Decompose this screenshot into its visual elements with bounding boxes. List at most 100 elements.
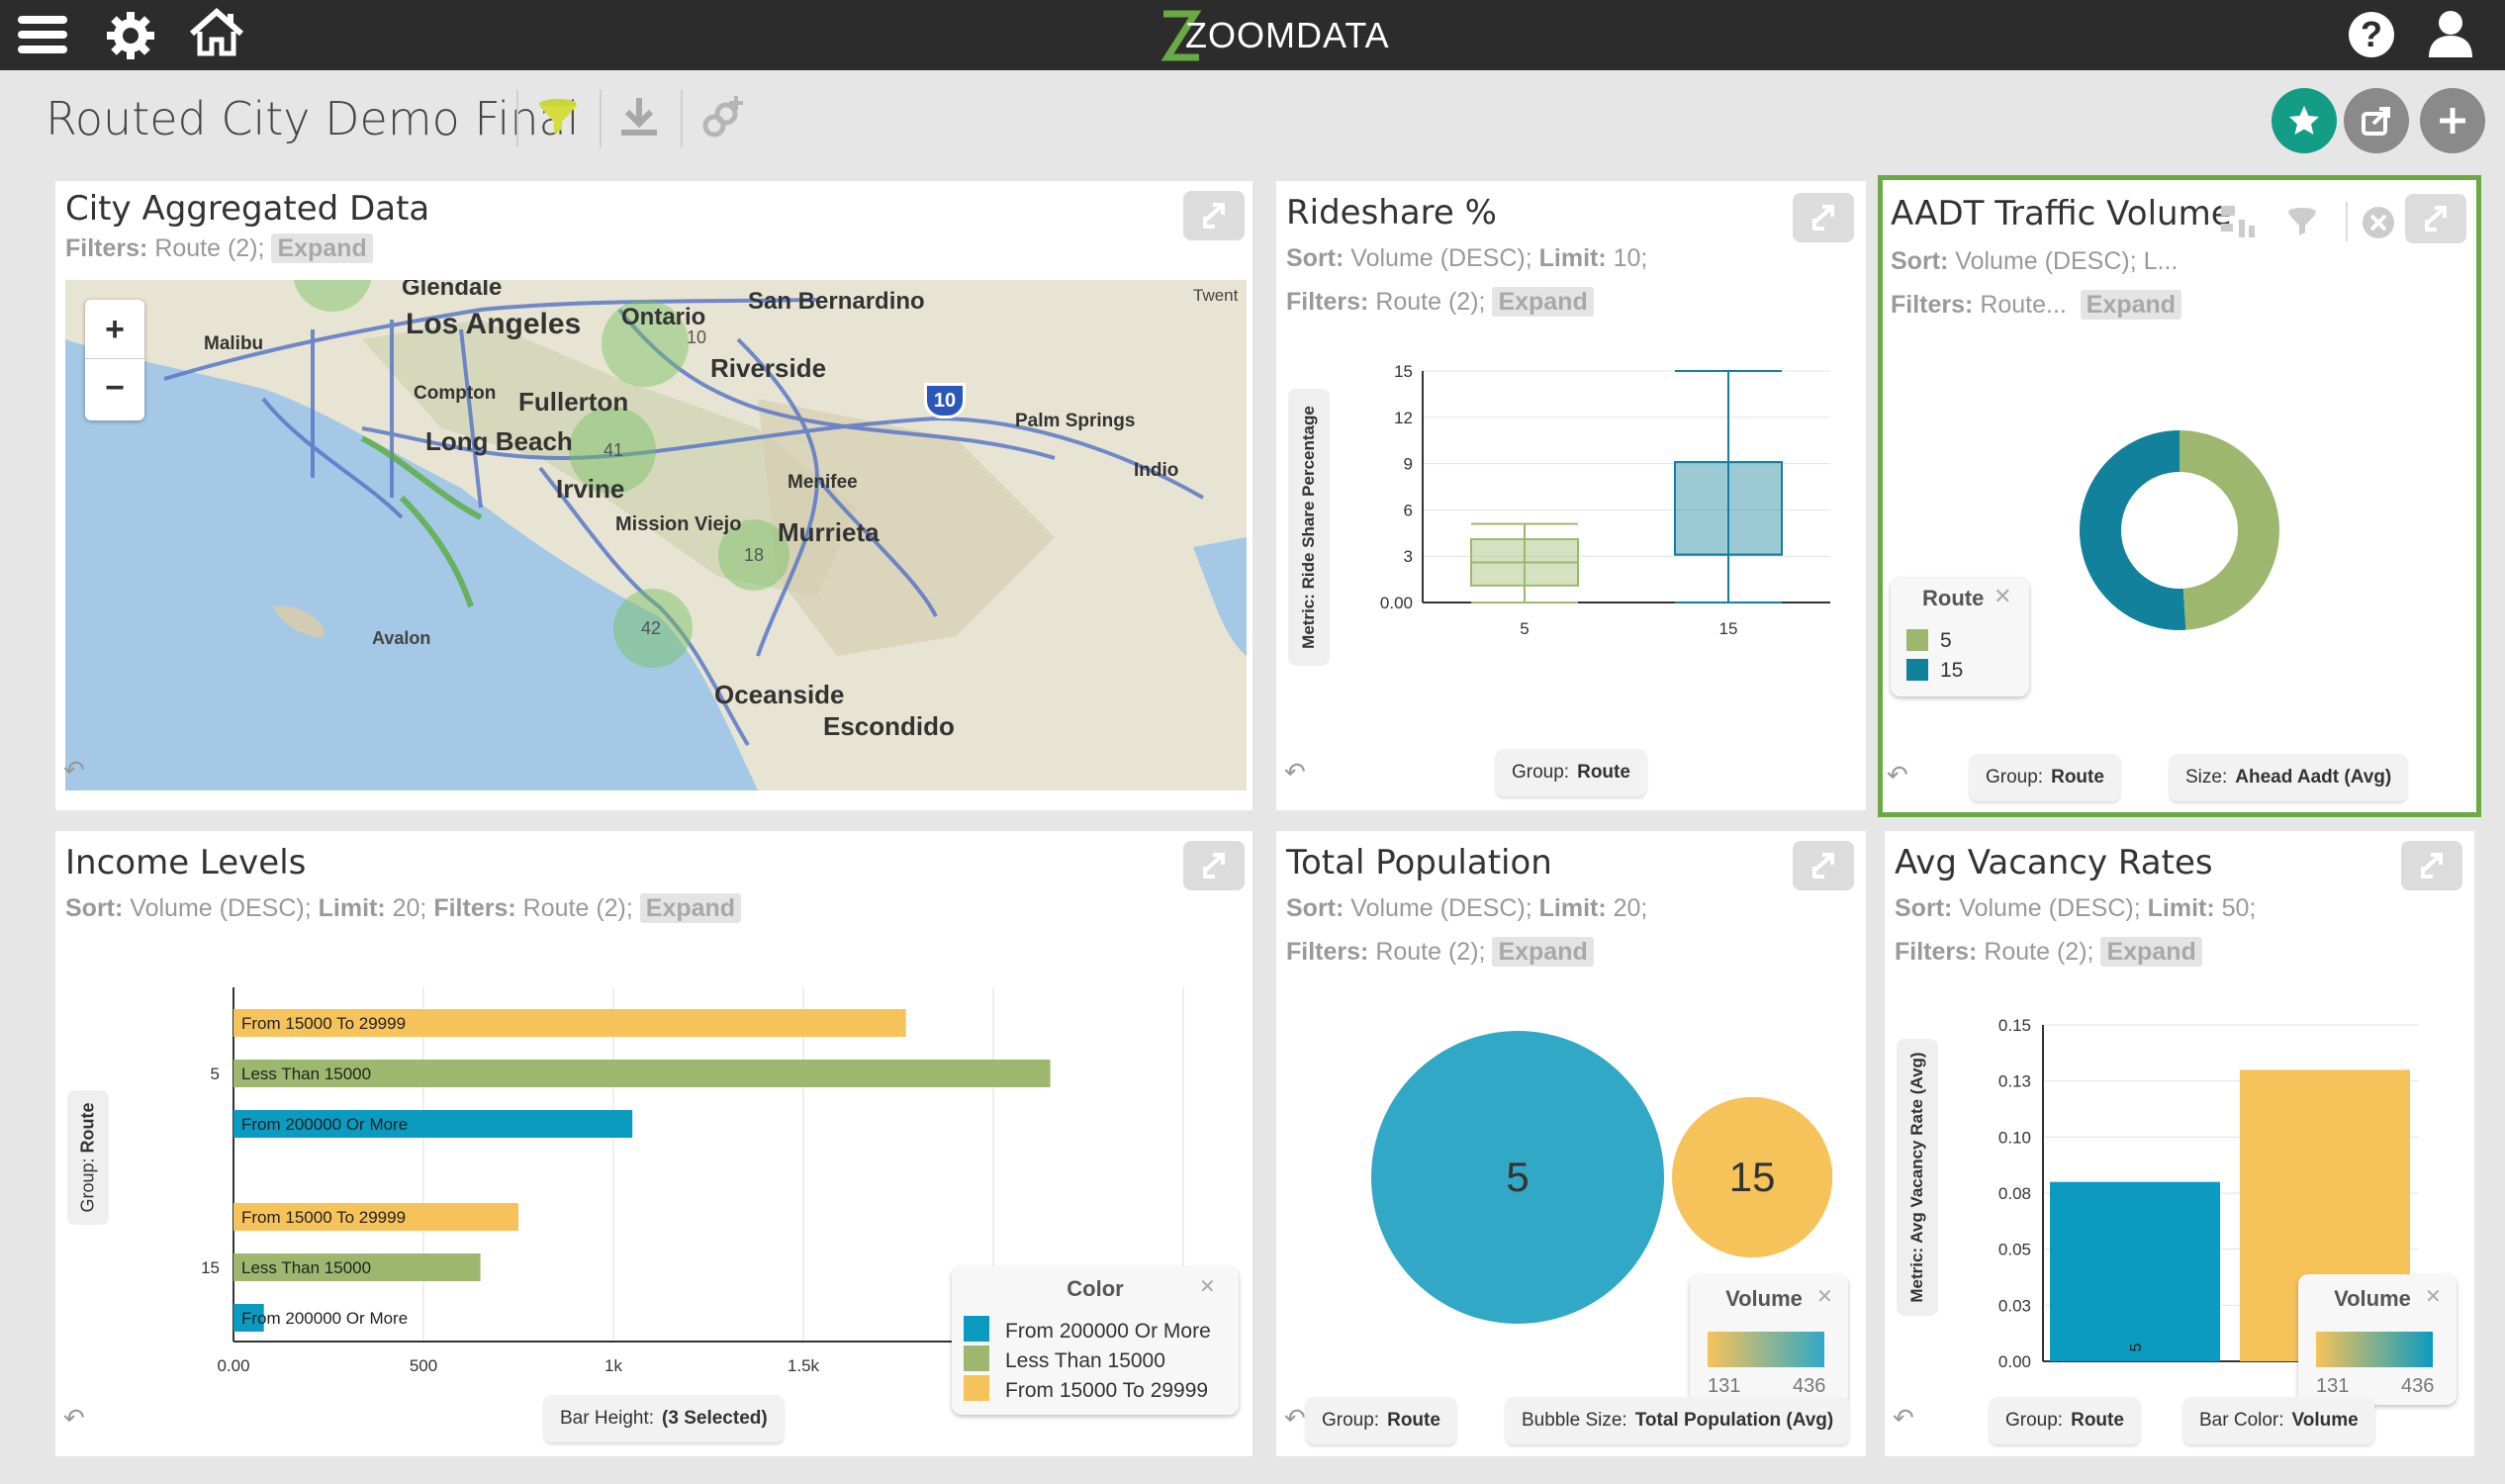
bar-label: Less Than 15000 <box>241 1065 371 1083</box>
zoom-out-button[interactable]: − <box>105 369 125 407</box>
expand-icon <box>2425 206 2447 232</box>
group-label: Group: <box>1322 1410 1380 1431</box>
filters-label: Filters: <box>1895 938 1978 966</box>
map-cluster[interactable]: 41 <box>603 440 624 460</box>
bar-height-pill[interactable]: Bar Height: (3 Selected) <box>544 1395 784 1442</box>
maximize-button[interactable] <box>1793 193 1854 242</box>
gear-icon[interactable] <box>105 10 156 61</box>
panel-title: City Aggregated Data <box>65 189 430 229</box>
remove-icon[interactable] <box>2360 204 2397 241</box>
income-bar <box>233 1253 481 1281</box>
panel-sort: Sort: Volume (DESC); L... <box>1891 247 2178 276</box>
limit-value: 10; <box>1613 244 1648 272</box>
vacancy-bar <box>2050 1181 2220 1361</box>
group-axis-pill[interactable]: Group: Route <box>67 1090 109 1225</box>
legend-title: Color <box>1067 1276 1124 1301</box>
metric-axis-pill[interactable]: Metric: Ride Share Percentage <box>1288 389 1330 666</box>
top-nav-bar: ZOOMDATA ? <box>0 0 2505 70</box>
chart-type-icon[interactable] <box>2217 202 2261 241</box>
map-city-label: Riverside <box>710 353 827 383</box>
share-button[interactable] <box>2344 88 2409 153</box>
favorite-button[interactable] <box>2272 88 2337 153</box>
undo-icon[interactable]: ↶ <box>1887 760 1908 789</box>
rideshare-panel: Rideshare % Sort: Volume (DESC); Limit: … <box>1276 181 1866 810</box>
group-pill[interactable]: Group: Route <box>1306 1397 1456 1444</box>
expand-icon <box>1203 203 1225 229</box>
group-pill[interactable]: Group: Route <box>1990 1397 2140 1444</box>
expand-button[interactable]: Expand <box>271 233 373 263</box>
filters-value: Route... <box>1980 291 2067 319</box>
panel-filters: Filters: Route (2); Expand <box>1286 937 1594 967</box>
funnel-icon[interactable] <box>528 88 588 147</box>
expand-button[interactable]: Expand <box>2100 937 2202 967</box>
group-axis-value: Route <box>77 1102 98 1154</box>
app-logo: ZOOMDATA <box>1156 6 1390 65</box>
group-label: Group: <box>2005 1410 2064 1431</box>
panel-sort: Sort: Volume (DESC); Limit: 50; <box>1895 894 2256 923</box>
income-bar <box>233 1060 1051 1087</box>
legend-gradient <box>2316 1332 2433 1367</box>
page-title: Routed City Demo Final <box>46 92 580 145</box>
expand-button[interactable]: Expand <box>1492 287 1594 317</box>
filters-value: Route (2); <box>522 894 633 922</box>
home-icon[interactable] <box>188 8 245 57</box>
expand-button[interactable]: Expand <box>2080 290 2182 320</box>
income-panel: Income Levels Sort: Volume (DESC); Limit… <box>55 831 1252 1456</box>
metric-axis-pill[interactable]: Metric: Avg Vacancy Rate (Avg) <box>1897 1039 1938 1316</box>
group-pill[interactable]: Group: Route <box>1970 754 2120 801</box>
close-icon[interactable]: ✕ <box>1199 1276 1216 1298</box>
maximize-button[interactable] <box>1183 841 1245 890</box>
bar-color-pill[interactable]: Bar Color: Volume <box>2183 1397 2374 1444</box>
maximize-button[interactable] <box>1793 841 1854 890</box>
zoomdata-logo-icon <box>1160 10 1202 61</box>
undo-icon[interactable]: ↶ <box>1284 1403 1306 1433</box>
bubble-label: 5 <box>1506 1154 1529 1200</box>
maximize-button[interactable] <box>1183 191 1245 240</box>
expand-button[interactable]: Expand <box>639 893 742 923</box>
panel-title: Rideshare % <box>1286 193 1497 232</box>
link-add-icon[interactable] <box>693 88 752 147</box>
undo-icon[interactable]: ↶ <box>63 1403 85 1433</box>
map-city-label: Escondido <box>823 711 955 741</box>
y-tick-label: 15 <box>1394 362 1413 381</box>
maximize-button[interactable] <box>2401 841 2462 890</box>
population-bubble <box>1672 1096 1833 1258</box>
undo-icon[interactable]: ↶ <box>1893 1403 1914 1433</box>
bar-label: Less Than 15000 <box>241 1258 371 1277</box>
map-city-label: Long Beach <box>425 426 573 456</box>
box-plot: 0.00 3 6 9 12 15 5 15 <box>1380 362 1830 638</box>
limit-value: 50; <box>2221 894 2257 922</box>
group-pill[interactable]: Group: Route <box>1496 749 1646 796</box>
bubble-size-pill[interactable]: Bubble Size: Total Population (Avg) <box>1506 1397 1850 1444</box>
sort-value: Volume (DESC); <box>130 894 312 922</box>
bubble-chart: 5 15 <box>1371 1031 1833 1324</box>
y-tick-label: 0.10 <box>1998 1128 2031 1147</box>
bar-height-value: (3 Selected) <box>662 1408 768 1429</box>
undo-icon[interactable]: ↶ <box>63 755 85 785</box>
close-icon[interactable]: ✕ <box>2425 1286 2442 1308</box>
filter-icon[interactable] <box>2282 202 2322 241</box>
map-canvas[interactable]: 10 41 18 42 Glendale Los Angeles Ontario… <box>65 280 1247 790</box>
expand-button[interactable]: Expand <box>1492 937 1594 967</box>
sort-label: Sort: <box>1286 894 1345 922</box>
map-cluster[interactable]: 10 <box>687 327 707 347</box>
maximize-button[interactable] <box>2405 194 2466 243</box>
size-pill[interactable]: Size: Ahead Aadt (Avg) <box>2170 754 2408 801</box>
limit-value: 20; <box>1613 894 1648 922</box>
add-chart-button[interactable] <box>2420 88 2485 153</box>
close-icon[interactable]: ✕ <box>1994 584 2012 608</box>
user-icon[interactable] <box>2426 8 2475 59</box>
hamburger-icon[interactable] <box>18 12 71 57</box>
undo-icon[interactable]: ↶ <box>1284 757 1306 787</box>
legend-label: From 15000 To 29999 <box>1005 1379 1209 1402</box>
close-icon[interactable]: ✕ <box>1816 1286 1833 1308</box>
map-cluster[interactable]: 18 <box>744 545 765 565</box>
limit-label: Limit: <box>1538 894 1607 922</box>
zoom-in-button[interactable]: + <box>85 300 144 359</box>
help-icon[interactable]: ? <box>2349 12 2394 57</box>
map-cluster[interactable]: 42 <box>641 618 662 638</box>
map-city-label: Palm Springs <box>1015 411 1136 431</box>
download-icon[interactable] <box>609 88 669 147</box>
y-tick-label: 9 <box>1404 455 1413 474</box>
volume-legend: Volume ✕ 131 436 <box>1690 1274 1848 1405</box>
